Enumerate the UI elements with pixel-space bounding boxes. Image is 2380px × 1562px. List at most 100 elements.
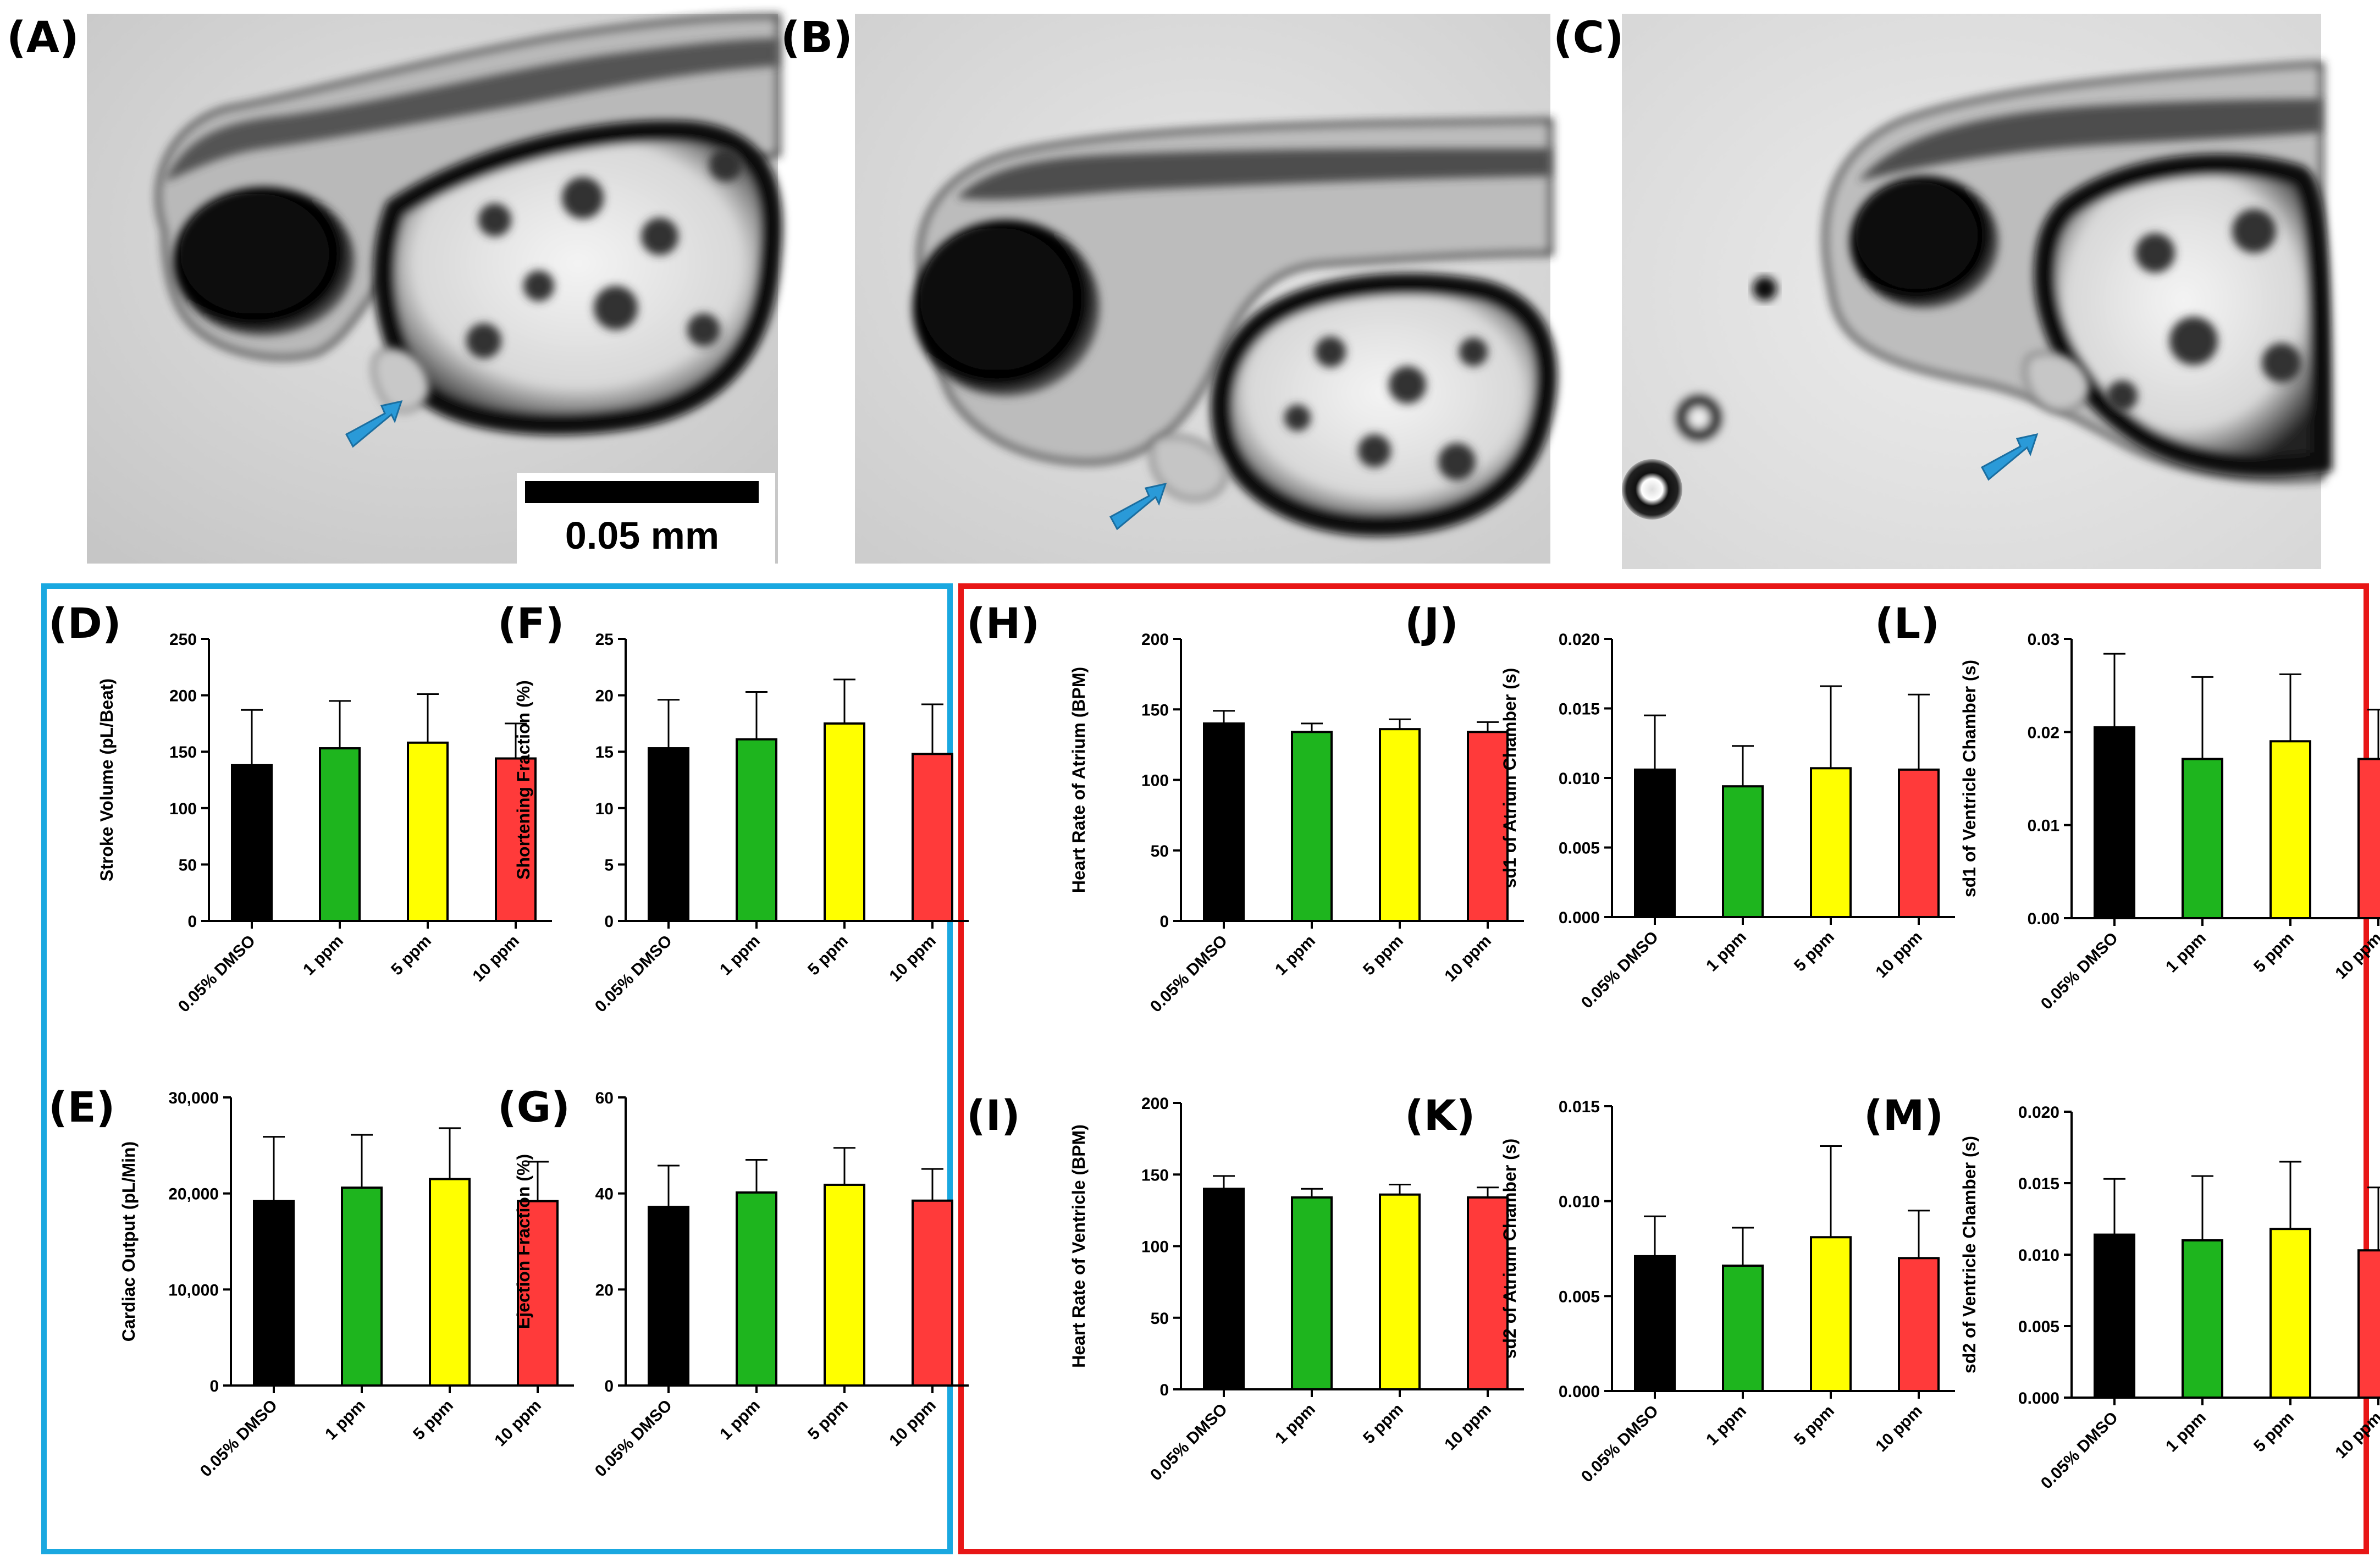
bar-5-ppm bbox=[429, 1178, 471, 1387]
larva-b-heart bbox=[1150, 434, 1228, 501]
panel-b-image bbox=[855, 14, 1558, 564]
chart-i: (I) Heart Rate of Ventricle (BPM) 0 50 100 15… bbox=[967, 1091, 1524, 1484]
chart-h: (H) Heart Rate of Atrium (BPM) 0 50 100 150 20… bbox=[967, 599, 1524, 1016]
scale-bar bbox=[525, 481, 759, 503]
panel-label-e: (E) bbox=[48, 1083, 115, 1132]
y-tick-label: 0.03 bbox=[2028, 631, 2059, 649]
bar-1-ppm bbox=[1291, 1196, 1333, 1390]
x-tick-label: 10 ppm bbox=[2332, 1409, 2380, 1462]
bar-5-ppm bbox=[2269, 740, 2311, 920]
y-tick-label: 0.005 bbox=[1559, 840, 1600, 858]
x-tick-label: 0.05% DMSO bbox=[1578, 1402, 1662, 1486]
y-tick-label: 0.015 bbox=[1559, 1098, 1600, 1116]
bar-10-ppm bbox=[1898, 768, 1940, 918]
larva-a-pigment bbox=[165, 38, 778, 181]
heart-arrow-c-icon bbox=[1980, 433, 2039, 481]
panel-a-image: 0.05 mm bbox=[87, 13, 783, 564]
bar-10-ppm bbox=[912, 1199, 953, 1387]
bar-5-ppm bbox=[2269, 1228, 2311, 1399]
chart-l: (L) sd1 of Ventricle Chamber (s) 0.00 0.01 0… bbox=[1875, 599, 2380, 1013]
bar-1-ppm bbox=[1722, 1265, 1764, 1393]
y-tick-label: 0.02 bbox=[2028, 724, 2059, 742]
y-tick-label: 25 bbox=[595, 631, 614, 649]
y-tick-label: 0 bbox=[1159, 913, 1169, 931]
bar-0-05-dmso bbox=[253, 1200, 295, 1387]
larva-c-eye bbox=[1850, 176, 1998, 308]
panel-c-image bbox=[1622, 14, 2333, 569]
larva-a-eye bbox=[173, 187, 355, 335]
panel-label-b: (B) bbox=[781, 13, 853, 63]
x-tick-label: 1 ppm bbox=[2162, 929, 2210, 976]
bar-10-ppm bbox=[2357, 758, 2380, 919]
y-tick-label: 100 bbox=[1141, 772, 1169, 790]
panel-label-j: (J) bbox=[1405, 599, 1459, 648]
x-tick-label: 1 ppm bbox=[1703, 1402, 1750, 1449]
y-axis-title: Shortening Fraction (%) bbox=[513, 680, 533, 880]
x-tick-label: 5 ppm bbox=[1360, 932, 1407, 979]
panel-label-k: (K) bbox=[1405, 1091, 1475, 1140]
heart-arrow-a-icon bbox=[345, 400, 403, 448]
y-tick-label: 0.01 bbox=[2028, 817, 2059, 835]
y-tick-label: 0.000 bbox=[2018, 1389, 2059, 1408]
x-tick-label: 10 ppm bbox=[886, 1397, 940, 1450]
larva-b-yolk bbox=[1211, 273, 1558, 537]
x-tick-label: 5 ppm bbox=[804, 1397, 852, 1444]
chart-e: (E)Cardiac Output (pL/Min) 0 10,000 20,000 3… bbox=[48, 1083, 574, 1481]
bar-0-05-dmso bbox=[1203, 722, 1245, 923]
bar-0-05-dmso bbox=[1634, 1255, 1676, 1392]
y-tick-label: 250 bbox=[169, 631, 197, 649]
y-axis-title: sd1 of Atrium Chamber (s) bbox=[1500, 668, 1520, 888]
bar-10-ppm bbox=[2357, 1249, 2380, 1399]
heart-rate-variability-group-box bbox=[958, 583, 2369, 1554]
bar-5-ppm bbox=[407, 741, 449, 923]
y-tick-label: 0.005 bbox=[2018, 1318, 2059, 1336]
x-tick-label: 0.05% DMSO bbox=[1147, 1400, 1231, 1484]
x-tick-label: 0.05% DMSO bbox=[175, 932, 259, 1016]
x-tick-label: 10 ppm bbox=[1441, 1400, 1495, 1454]
bar-0-05-dmso bbox=[2094, 726, 2135, 920]
x-tick-label: 5 ppm bbox=[2250, 1409, 2298, 1456]
y-tick-label: 50 bbox=[179, 856, 197, 874]
y-axis-title: sd2 of Atrium Chamber (s) bbox=[1500, 1139, 1520, 1359]
bar-5-ppm bbox=[824, 722, 865, 923]
y-tick-label: 60 bbox=[595, 1089, 614, 1107]
chart-f: (F) Shortening Fraction (%) 0 5 10 15 20 25 0.05… bbox=[498, 599, 969, 1016]
y-tick-label: 0.000 bbox=[1559, 1383, 1600, 1401]
bar-10-ppm bbox=[1467, 1196, 1509, 1390]
x-tick-label: 0.05% DMSO bbox=[592, 932, 676, 1016]
y-axis-title: sd2 of Ventricle Chamber (s) bbox=[1959, 1136, 1979, 1373]
x-tick-label: 5 ppm bbox=[410, 1397, 457, 1444]
bar-1-ppm bbox=[319, 747, 361, 922]
larva-c-heart bbox=[2024, 351, 2091, 413]
x-tick-label: 0.05% DMSO bbox=[592, 1397, 676, 1481]
y-tick-label: 0.015 bbox=[2018, 1175, 2059, 1193]
y-tick-label: 10,000 bbox=[168, 1281, 219, 1299]
larva-a-yolk-spots bbox=[466, 148, 742, 358]
y-tick-label: 5 bbox=[604, 856, 614, 874]
x-tick-label: 10 ppm bbox=[1872, 928, 1926, 982]
y-tick-label: 100 bbox=[1141, 1238, 1169, 1256]
larva-b-pigment bbox=[957, 148, 1550, 200]
y-tick-label: 150 bbox=[1141, 1166, 1169, 1184]
y-tick-label: 0.010 bbox=[1559, 1193, 1600, 1211]
chart-d: (D) Stroke Volume (pL/Beat) 0 50 100 150 200 25… bbox=[48, 599, 552, 1016]
y-axis-title: sd1 of Ventricle Chamber (s) bbox=[1959, 660, 1979, 897]
y-tick-label: 0 bbox=[187, 913, 197, 931]
y-tick-label: 0.005 bbox=[1559, 1288, 1600, 1306]
y-tick-label: 150 bbox=[169, 743, 197, 761]
bar-0-05-dmso bbox=[648, 1206, 689, 1387]
x-tick-label: 10 ppm bbox=[2332, 929, 2380, 983]
y-tick-label: 200 bbox=[1141, 631, 1169, 649]
panel-label-l: (L) bbox=[1875, 599, 1940, 648]
bubble-small bbox=[1675, 394, 1723, 442]
y-tick-label: 0.00 bbox=[2028, 910, 2059, 928]
y-tick-label: 20 bbox=[595, 1281, 614, 1299]
panel-label-a: (A) bbox=[7, 13, 79, 63]
panel-label-m: (M) bbox=[1864, 1091, 1943, 1140]
larva-b-body bbox=[917, 118, 1553, 465]
y-tick-label: 0.020 bbox=[1559, 631, 1600, 649]
chart-g: (G) Ejection Fraction (%) 0 20 40 60 0.05% DMS… bbox=[498, 1083, 969, 1481]
y-tick-label: 0.010 bbox=[1559, 770, 1600, 788]
bar-5-ppm bbox=[1379, 728, 1421, 923]
x-tick-label: 5 ppm bbox=[2250, 929, 2298, 976]
